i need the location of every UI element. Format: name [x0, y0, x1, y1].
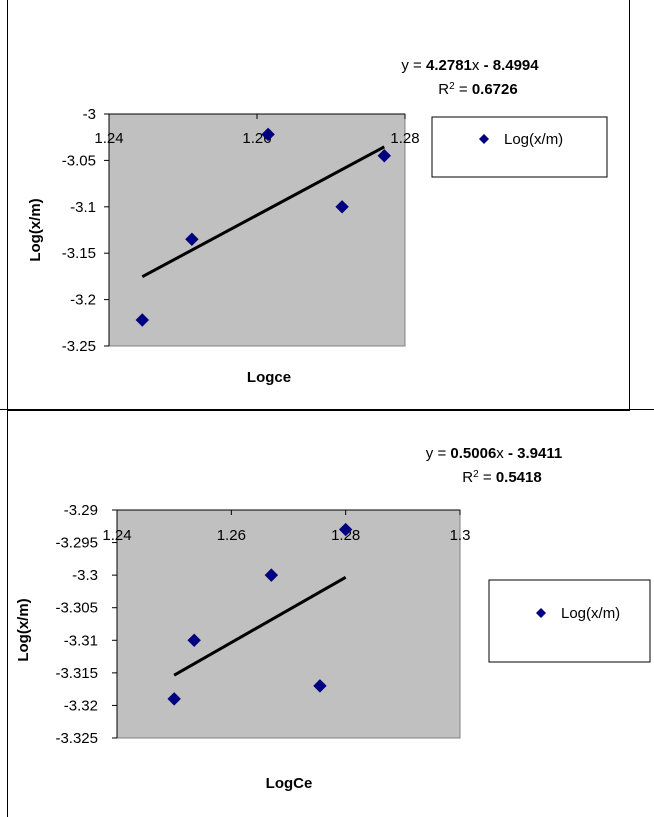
y-tick-label: -3.2 — [70, 292, 96, 309]
x-tick-label: 1.28 — [390, 130, 419, 147]
chart-2-frame — [7, 410, 630, 817]
y-axis-title: Log(x/m) — [27, 198, 44, 261]
x-tick-label: 1.26 — [217, 527, 246, 544]
legend-marker — [536, 608, 546, 618]
legend-box — [488, 579, 651, 663]
trendline — [173, 576, 347, 677]
plot-area — [116, 509, 461, 739]
legend-label: Log(x/m) — [561, 605, 620, 622]
data-point — [313, 679, 327, 693]
divider-line — [0, 409, 654, 410]
y-tick-label: -3.305 — [55, 600, 98, 617]
y-tick-label: -3.325 — [55, 730, 98, 747]
trendline-equation: y = 0.5006x - 3.9411 — [426, 445, 562, 462]
x-tick-label: 1.24 — [94, 130, 123, 147]
plot-area — [108, 113, 406, 347]
chart-1: -3-3.05-3.1-3.15-3.2-3.251.24 1.26 1.28Log… — [27, 57, 608, 386]
trendline-equation: y = 4.2781x - 8.4994 — [401, 57, 539, 74]
data-point — [167, 692, 181, 706]
y-tick-label: -3.1 — [70, 199, 96, 216]
data-point — [377, 149, 391, 163]
data-point — [264, 568, 279, 582]
y-tick-label: -3.25 — [62, 338, 96, 355]
y-tick-label: -3.32 — [64, 697, 98, 714]
data-point — [338, 522, 353, 537]
y-tick-label: -3.31 — [64, 632, 98, 649]
data-point — [185, 232, 199, 246]
y-tick-label: -3.15 — [62, 245, 96, 262]
data-point — [261, 127, 275, 142]
x-axis-title: LogCe — [266, 775, 313, 792]
r-squared: R2 = 0.6726 — [438, 81, 517, 99]
data-point — [335, 200, 349, 214]
legend-marker — [479, 134, 489, 144]
y-tick-label: -3.29 — [64, 502, 98, 519]
x-tick-label: 1.24 — [102, 527, 131, 544]
trendline — [141, 145, 385, 279]
y-tick-label: -3 — [83, 106, 96, 123]
data-point — [135, 313, 150, 327]
y-axis-title: Log(x/m) — [15, 598, 32, 661]
x-axis-title: Logce — [247, 369, 291, 386]
x-tick-label: 1.3 — [450, 527, 471, 544]
chart-2: -3.29 -3.295 -3.3 -3.305 -3.31 -3.315 -3.32 -3.… — [15, 445, 651, 792]
data-point — [187, 633, 201, 647]
y-tick-label: -3.315 — [55, 665, 98, 682]
y-tick-label: -3.05 — [62, 152, 96, 169]
legend-label: Log(x/m) — [504, 131, 563, 148]
legend-box — [431, 116, 608, 178]
y-tick-label: -3.3 — [72, 567, 98, 584]
r-squared: R2 = 0.5418 — [462, 469, 541, 487]
y-tick-label: -3.295 — [55, 535, 98, 552]
